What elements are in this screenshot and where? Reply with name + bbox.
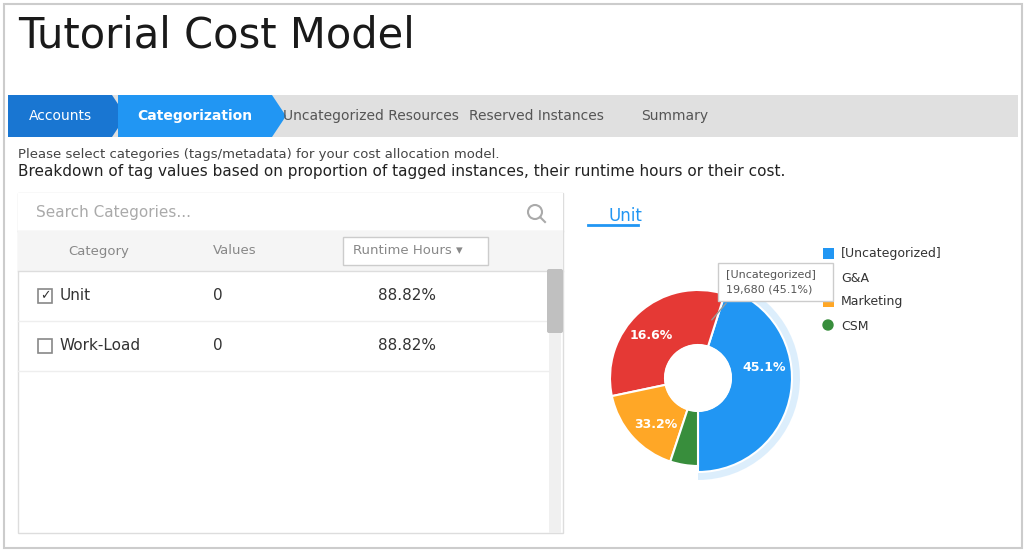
Wedge shape (698, 288, 792, 472)
FancyBboxPatch shape (18, 193, 563, 533)
Text: Categorization: Categorization (137, 109, 252, 123)
Polygon shape (118, 95, 286, 137)
Text: Search Categories...: Search Categories... (36, 204, 191, 220)
Text: 16.6%: 16.6% (629, 330, 672, 342)
Text: G&A: G&A (841, 272, 869, 284)
Text: 45.1%: 45.1% (742, 362, 786, 374)
Text: Unit: Unit (60, 289, 91, 304)
Bar (823, 272, 834, 283)
Text: ✓: ✓ (40, 289, 50, 302)
Text: Tutorial Cost Model: Tutorial Cost Model (18, 15, 415, 57)
Polygon shape (610, 95, 740, 137)
FancyBboxPatch shape (18, 231, 563, 271)
FancyBboxPatch shape (38, 289, 52, 303)
Text: Runtime Hours ▾: Runtime Hours ▾ (353, 245, 463, 257)
Text: Accounts: Accounts (29, 109, 91, 123)
Bar (823, 248, 834, 259)
Polygon shape (455, 95, 618, 137)
Text: 88.82%: 88.82% (378, 289, 436, 304)
Text: Please select categories (tags/metadata) for your cost allocation model.: Please select categories (tags/metadata)… (18, 148, 500, 161)
Text: 88.82%: 88.82% (378, 338, 436, 353)
FancyBboxPatch shape (549, 271, 561, 533)
Text: Uncategorized Resources: Uncategorized Resources (282, 109, 459, 123)
Circle shape (665, 345, 731, 411)
FancyBboxPatch shape (718, 263, 833, 301)
Wedge shape (698, 281, 800, 480)
Text: Work-Load: Work-Load (60, 338, 142, 353)
Text: CSM: CSM (841, 320, 868, 332)
Text: Unit: Unit (608, 207, 642, 225)
Polygon shape (278, 95, 463, 137)
FancyBboxPatch shape (38, 339, 52, 353)
FancyBboxPatch shape (4, 4, 1022, 548)
Text: 19,680 (45.1%): 19,680 (45.1%) (726, 284, 813, 294)
Wedge shape (670, 410, 698, 466)
Text: [Uncategorized]: [Uncategorized] (841, 247, 942, 261)
Text: Breakdown of tag values based on proportion of tagged instances, their runtime h: Breakdown of tag values based on proport… (18, 164, 785, 179)
FancyBboxPatch shape (343, 237, 488, 265)
Text: Reserved Instances: Reserved Instances (469, 109, 604, 123)
Text: Values: Values (213, 245, 256, 257)
Text: Marketing: Marketing (841, 295, 903, 309)
Wedge shape (611, 385, 687, 461)
FancyBboxPatch shape (547, 269, 563, 333)
Polygon shape (8, 95, 126, 137)
Text: 0: 0 (213, 338, 223, 353)
Text: 0: 0 (213, 289, 223, 304)
FancyBboxPatch shape (8, 95, 1018, 137)
Text: 33.2%: 33.2% (634, 418, 677, 432)
Text: [Uncategorized]: [Uncategorized] (726, 270, 816, 280)
Wedge shape (610, 290, 724, 396)
Text: Category: Category (68, 245, 129, 257)
FancyBboxPatch shape (18, 193, 563, 231)
Bar (823, 296, 834, 307)
Text: Summary: Summary (641, 109, 709, 123)
Circle shape (823, 320, 833, 330)
